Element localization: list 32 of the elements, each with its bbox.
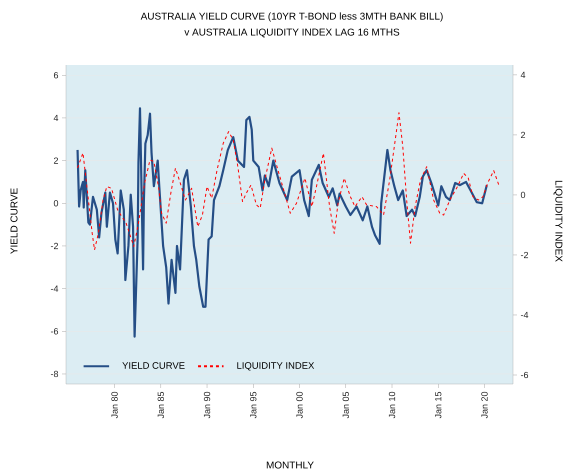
y2-tick-label: 0 bbox=[520, 192, 526, 198]
y2-tick-label: -2 bbox=[520, 252, 528, 258]
y-tick-label: -8 bbox=[50, 370, 58, 378]
x-axis-title: MONTHLY bbox=[266, 461, 314, 469]
y-tick-label: -4 bbox=[50, 286, 58, 292]
y-tick-label: 4 bbox=[54, 114, 58, 122]
y2-tick-label: -6 bbox=[520, 372, 528, 378]
y-tick-label: -6 bbox=[50, 328, 58, 334]
legend-label: LIQUIDITY INDEX bbox=[237, 362, 314, 371]
x-tick-label: Jan 15 bbox=[435, 392, 442, 418]
x-tick-label: Jan 80 bbox=[111, 392, 118, 418]
y2-tick-label: 4 bbox=[520, 72, 526, 78]
line-series bbox=[77, 112, 500, 250]
x-tick-label: Jan 10 bbox=[388, 392, 396, 418]
x-tick-label: Jan 00 bbox=[296, 392, 303, 418]
x-tick-label: Jan 95 bbox=[250, 392, 256, 418]
y-tick-label: 0 bbox=[54, 200, 58, 206]
legend-label: YIELD CURVE bbox=[122, 362, 185, 369]
line-series bbox=[76, 107, 488, 338]
y-tick-label: 6 bbox=[54, 72, 58, 78]
x-tick-label: Jan 90 bbox=[204, 392, 210, 418]
chart-title: AUSTRALIA YIELD CURVE (10YR T-BOND less 3MTH BANK BILL) bbox=[140, 12, 443, 22]
y-tick-label: -2 bbox=[50, 242, 58, 250]
chart-subtitle: v AUSTRALIA LIQUIDITY INDEX LAG 16 MTHS bbox=[184, 28, 400, 38]
y-tick-label: 2 bbox=[54, 157, 58, 164]
x-tick-label: Jan 85 bbox=[158, 392, 164, 418]
y2-tick-label: 2 bbox=[520, 132, 526, 138]
y-axis-title: YIELD CURVE bbox=[10, 188, 18, 254]
y2-tick-label: -4 bbox=[520, 312, 528, 318]
y2-axis-title: LIQUIDITY INDEX bbox=[554, 180, 562, 262]
x-tick-label: Jan 20 bbox=[481, 392, 488, 418]
x-tick-label: Jan 05 bbox=[342, 392, 349, 418]
